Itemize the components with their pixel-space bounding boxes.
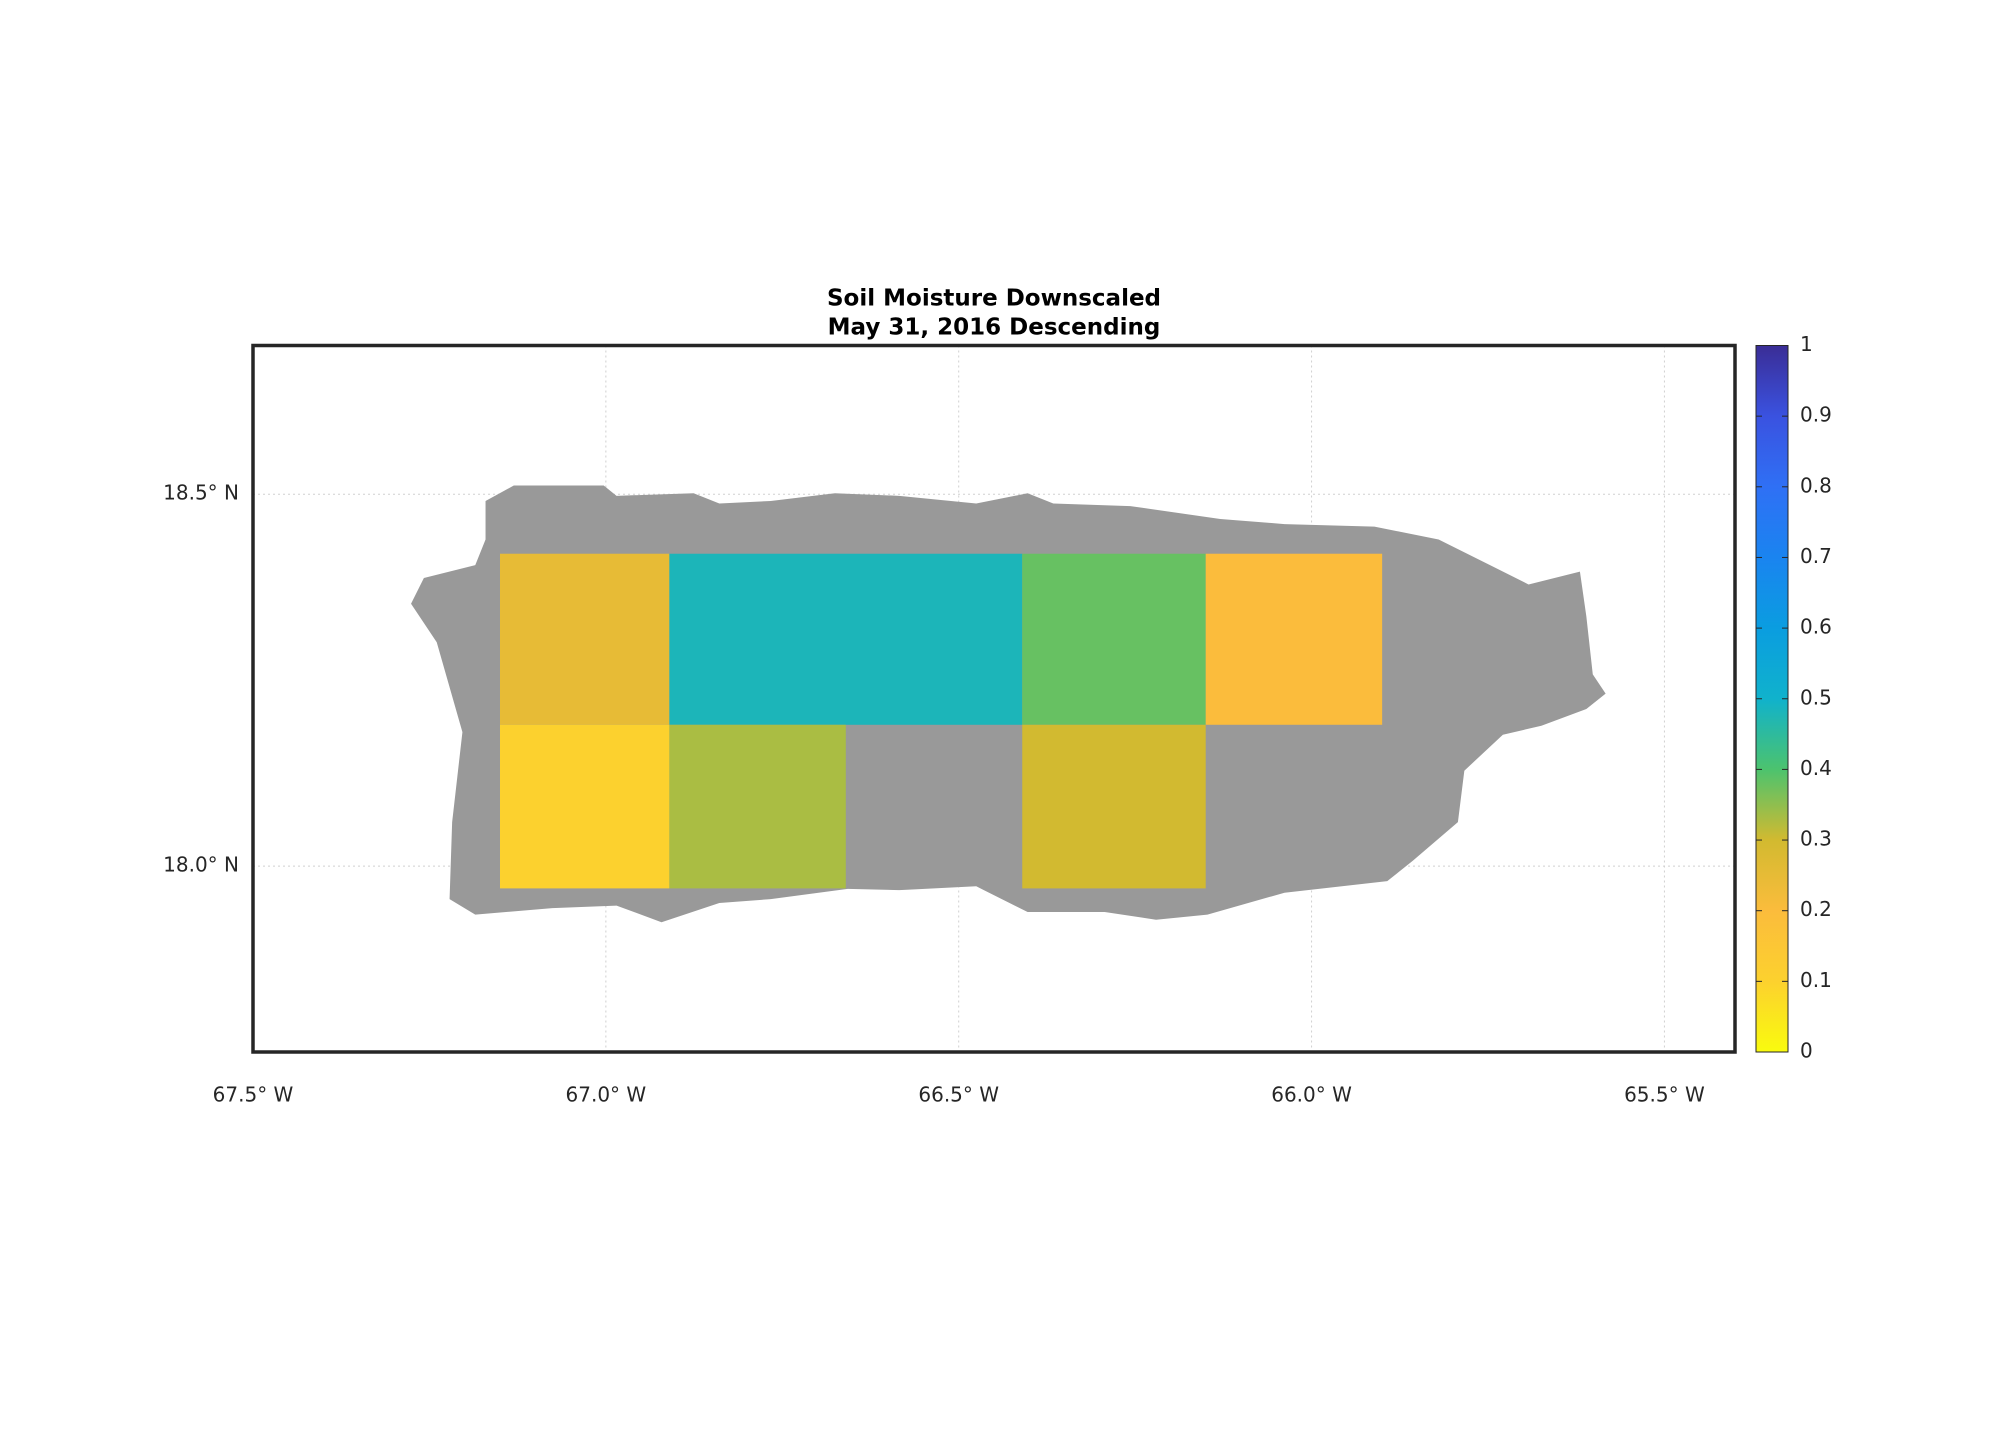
tile [1022,553,1206,725]
colorbar-tick-label: 0.5 [1800,685,1832,709]
tile [669,553,1023,725]
colorbar-tick-label: 0.7 [1800,544,1832,568]
chart-title: Soil Moisture Downscaled [827,286,1161,312]
colorbar-tick-label: 0.9 [1800,403,1832,427]
y-tick-label: 18.5° N [163,481,239,505]
tile [1022,724,1206,889]
chart-subtitle: May 31, 2016 Descending [828,315,1161,341]
colorbar-tick-label: 0 [1800,1039,1813,1063]
x-tick-label: 66.0° W [1271,1083,1352,1107]
colorbar-tick-label: 0.1 [1800,968,1832,992]
y-tick-label: 18.0° N [163,853,239,877]
colorbar-tick-label: 0.4 [1800,756,1832,780]
x-tick-label: 67.0° W [566,1083,647,1107]
colorbar-tick-label: 0.6 [1800,615,1832,639]
tile [500,553,670,725]
axes-frame [251,343,1737,1054]
colorbar-tick-label: 0.3 [1800,827,1832,851]
labels: 67.5° W 67.0° W 66.5° W 66.0° W 65.5° W 18.0°… [163,332,1832,1107]
tile [669,724,846,889]
tile [1205,553,1383,725]
colorbar-tick-label: 0.8 [1800,473,1832,497]
tile [500,724,670,889]
x-tick-label: 67.5° W [213,1083,294,1107]
colorbar-tick-label: 1 [1800,332,1813,356]
x-tick-label: 66.5° W [918,1083,999,1107]
colorbar-tick-label: 0.2 [1800,897,1832,921]
x-tick-label: 65.5° W [1624,1083,1705,1107]
tiles [500,553,1383,889]
